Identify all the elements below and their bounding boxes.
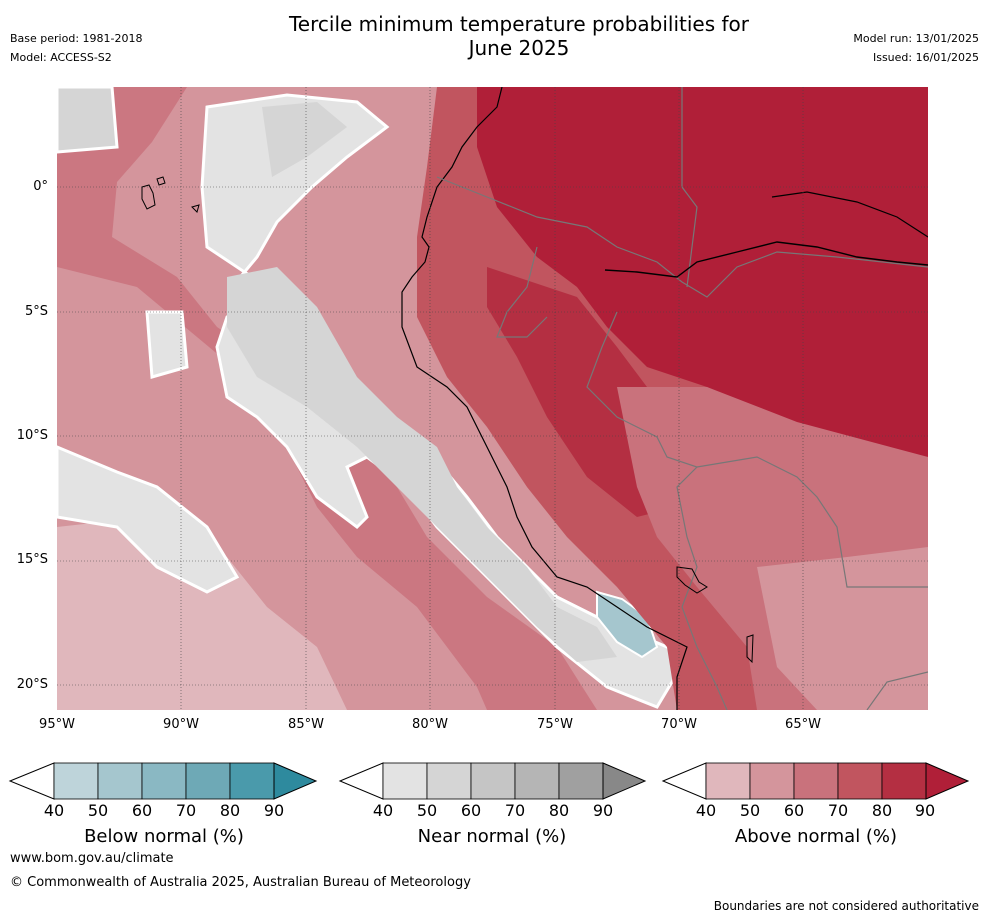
lat-label-10s: 10°S	[16, 428, 48, 443]
colorbar-near-bin	[426, 762, 472, 800]
near-normal-50-inner	[227, 267, 617, 662]
cb-above-tick: 40	[695, 801, 717, 820]
title-line-1: Tercile minimum temperature probabilitie…	[288, 12, 750, 36]
model-name: Model: ACCESS-S2	[10, 51, 112, 64]
colorbar-below-lower-extension	[8, 762, 55, 800]
lat-label-5s: 5°S	[24, 304, 48, 319]
colorbar-above-bin	[881, 762, 927, 800]
probability-map	[57, 87, 928, 710]
country-border-peru-brazil-bolivia	[586, 311, 699, 608]
country-border-ecuador	[496, 246, 548, 338]
colorbar-near-bin	[470, 762, 516, 800]
cb-near-tick: 70	[504, 801, 526, 820]
colorbar-above-lower-extension	[661, 762, 707, 800]
colorbar-near-bin	[558, 762, 604, 800]
colorbar-above-title: Above normal (%)	[734, 826, 898, 847]
colorbar-below-bin	[97, 762, 143, 800]
coastline	[401, 87, 688, 710]
below-normal-patch	[596, 590, 659, 659]
cb-above-tick: 50	[739, 801, 761, 820]
lon-label-75w: 75°W	[537, 717, 573, 732]
lake-poopo	[746, 634, 754, 664]
near-normal-nw-patch	[57, 87, 119, 154]
colorbar-below-title: Below normal (%)	[84, 826, 244, 847]
meta-right: Model run: 13/01/2025 Issued: 16/01/2025	[853, 29, 979, 67]
lon-label-65w: 65°W	[785, 717, 821, 732]
colorbar-below-upper-extension	[273, 762, 318, 800]
cb-near-tick: 50	[416, 801, 438, 820]
cb-near-tick: 90	[592, 801, 614, 820]
boundaries-disclaimer: Boundaries are not considered authoritat…	[713, 899, 979, 913]
cb-above-tick: 70	[827, 801, 849, 820]
lon-label-95w: 95°W	[39, 717, 75, 732]
colorbar-below-bin	[53, 762, 99, 800]
colorbar-above-bin	[793, 762, 839, 800]
galapagos-island	[156, 176, 166, 186]
cb-above-tick: 80	[871, 801, 893, 820]
country-border-peru-colombia	[436, 176, 928, 298]
lon-label-90w: 90°W	[163, 717, 199, 732]
colorbar-near-bin	[514, 762, 560, 800]
cb-below-tick: 60	[131, 801, 153, 820]
colorbar-above-bin	[837, 762, 883, 800]
cb-below-tick: 70	[175, 801, 197, 820]
above-normal-50-southeast	[757, 547, 928, 710]
country-border-colombia-brazil	[681, 87, 698, 288]
lat-label-0: 0°	[33, 179, 48, 194]
galapagos-island	[191, 204, 200, 213]
lon-label-80w: 80°W	[412, 717, 448, 732]
colorbar-below-bin	[185, 762, 231, 800]
cb-near-tick: 40	[372, 801, 394, 820]
country-border-paraguay	[866, 671, 928, 710]
above-normal-40-region-sw	[57, 517, 347, 710]
country-border-bolivia-brazil	[696, 456, 928, 588]
copyright-notice: © Commonwealth of Australia 2025, Austra…	[10, 875, 471, 890]
model-run: Model run: 13/01/2025	[853, 32, 979, 45]
cb-above-tick: 60	[783, 801, 805, 820]
lat-label-20s: 20°S	[16, 677, 48, 692]
colorbar-near-normal	[338, 762, 647, 800]
above-normal-90-east	[477, 87, 928, 457]
cb-near-tick: 80	[548, 801, 570, 820]
near-normal-west-patch	[57, 445, 240, 594]
colorbars	[8, 762, 970, 800]
title-line-2: June 2025	[468, 36, 570, 60]
cb-below-tick: 50	[87, 801, 109, 820]
lon-label-85w: 85°W	[288, 717, 324, 732]
cb-below-tick: 40	[43, 801, 65, 820]
cb-above-tick: 90	[914, 801, 936, 820]
colorbar-below-bin	[229, 762, 275, 800]
colorbar-below-normal	[8, 762, 318, 800]
colorbar-near-lower-extension	[338, 762, 384, 800]
near-normal-small-patch	[145, 310, 189, 379]
colorbar-above-upper-extension	[925, 762, 970, 800]
map-canvas	[57, 87, 928, 710]
meta-left: Base period: 1981-2018 Model: ACCESS-S2	[10, 29, 142, 67]
amazon-tributary	[771, 191, 928, 238]
graticule	[57, 87, 928, 710]
colorbar-near-bin	[382, 762, 428, 800]
website-link[interactable]: www.bom.gov.au/climate	[10, 851, 174, 866]
lat-label-15s: 15°S	[16, 552, 48, 567]
colorbar-above-bin	[705, 762, 751, 800]
galapagos-island	[141, 184, 156, 210]
colorbar-below-bin	[141, 762, 187, 800]
map-title: Tercile minimum temperature probabilitie…	[219, 12, 819, 60]
amazon-river	[604, 241, 928, 278]
colorbar-above-normal	[661, 762, 970, 800]
country-border-chile	[681, 606, 728, 710]
cb-below-tick: 90	[263, 801, 285, 820]
cb-below-tick: 80	[219, 801, 241, 820]
near-normal-50-north	[262, 102, 347, 177]
colorbar-above-bin	[749, 762, 795, 800]
lake-titicaca	[676, 566, 708, 594]
lon-label-70w: 70°W	[661, 717, 697, 732]
colorbar-near-upper-extension	[602, 762, 647, 800]
colorbar-near-title: Near normal (%)	[417, 826, 567, 847]
base-period: Base period: 1981-2018	[10, 32, 143, 45]
cb-near-tick: 60	[460, 801, 482, 820]
issued-date: Issued: 16/01/2025	[872, 51, 979, 64]
